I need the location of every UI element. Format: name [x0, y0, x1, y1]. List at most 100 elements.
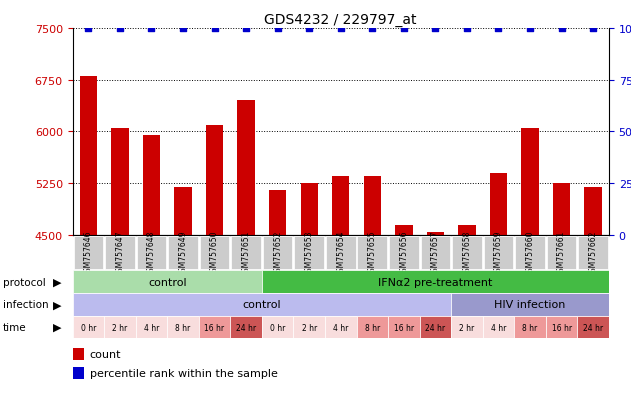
Text: 24 hr: 24 hr [583, 323, 603, 332]
FancyBboxPatch shape [452, 237, 481, 269]
Bar [363, 177, 381, 235]
Text: control: control [148, 277, 187, 287]
Text: GSM757656: GSM757656 [399, 230, 408, 276]
Bar [420, 316, 451, 339]
Bar [483, 316, 514, 339]
Text: 0 hr: 0 hr [81, 323, 96, 332]
Bar [262, 316, 293, 339]
FancyBboxPatch shape [515, 237, 545, 269]
Text: GSM757653: GSM757653 [305, 230, 314, 276]
Text: HIV infection: HIV infection [494, 299, 566, 310]
Bar [80, 77, 97, 235]
FancyBboxPatch shape [326, 237, 355, 269]
Point [430, 26, 440, 32]
FancyBboxPatch shape [389, 237, 418, 269]
Bar [395, 225, 413, 235]
Point [273, 26, 283, 32]
Bar [458, 225, 476, 235]
Point [557, 26, 567, 32]
Text: GSM757658: GSM757658 [463, 230, 471, 276]
FancyBboxPatch shape [357, 237, 387, 269]
Bar [325, 316, 357, 339]
Text: 4 hr: 4 hr [144, 323, 159, 332]
FancyBboxPatch shape [420, 237, 450, 269]
Text: 4 hr: 4 hr [491, 323, 506, 332]
Bar [111, 129, 129, 235]
Text: 24 hr: 24 hr [236, 323, 256, 332]
Bar [577, 316, 609, 339]
Text: ▶: ▶ [52, 299, 61, 310]
Point [493, 26, 504, 32]
Point [399, 26, 409, 32]
Bar [73, 368, 85, 379]
Point [304, 26, 314, 32]
Text: ▶: ▶ [52, 322, 61, 332]
Text: percentile rank within the sample: percentile rank within the sample [90, 368, 278, 378]
FancyBboxPatch shape [578, 237, 608, 269]
Text: GSM757659: GSM757659 [494, 230, 503, 276]
Text: GSM757647: GSM757647 [115, 230, 124, 276]
FancyBboxPatch shape [168, 237, 198, 269]
Bar [357, 316, 388, 339]
Bar [521, 129, 539, 235]
Point [146, 26, 156, 32]
Text: 16 hr: 16 hr [394, 323, 414, 332]
Point [83, 26, 93, 32]
Text: control: control [242, 299, 281, 310]
Text: GSM757657: GSM757657 [431, 230, 440, 276]
FancyBboxPatch shape [73, 237, 103, 269]
Bar [206, 125, 223, 235]
Bar [73, 349, 85, 360]
Point [367, 26, 377, 32]
FancyBboxPatch shape [483, 237, 513, 269]
Bar [332, 177, 350, 235]
Bar [584, 187, 602, 235]
Bar [269, 191, 286, 235]
Bar [174, 187, 192, 235]
Bar [388, 316, 420, 339]
Point [525, 26, 535, 32]
Text: time: time [3, 322, 27, 332]
Bar [451, 316, 483, 339]
Bar [143, 135, 160, 235]
Text: 2 hr: 2 hr [459, 323, 475, 332]
Bar [73, 316, 104, 339]
Bar [237, 101, 255, 235]
Bar [73, 271, 262, 293]
Point [462, 26, 472, 32]
Bar [300, 184, 318, 235]
Text: ▶: ▶ [52, 277, 61, 287]
FancyBboxPatch shape [136, 237, 166, 269]
FancyBboxPatch shape [199, 237, 229, 269]
Text: GSM757650: GSM757650 [210, 230, 219, 276]
Bar [514, 316, 546, 339]
Bar [262, 271, 609, 293]
Text: 24 hr: 24 hr [425, 323, 445, 332]
FancyBboxPatch shape [231, 237, 261, 269]
FancyBboxPatch shape [546, 237, 576, 269]
Text: GSM757661: GSM757661 [557, 230, 566, 276]
Point [178, 26, 188, 32]
Text: GSM757655: GSM757655 [368, 230, 377, 276]
Text: GSM757651: GSM757651 [242, 230, 251, 276]
Text: IFNα2 pre-treatment: IFNα2 pre-treatment [378, 277, 493, 287]
Bar [136, 316, 167, 339]
Text: 4 hr: 4 hr [333, 323, 348, 332]
Point [209, 26, 220, 32]
Text: 16 hr: 16 hr [551, 323, 572, 332]
Point [588, 26, 598, 32]
Text: 0 hr: 0 hr [270, 323, 285, 332]
Point [336, 26, 346, 32]
Text: GSM757646: GSM757646 [84, 230, 93, 276]
Title: GDS4232 / 229797_at: GDS4232 / 229797_at [264, 12, 417, 26]
Text: 8 hr: 8 hr [522, 323, 538, 332]
Bar [553, 184, 570, 235]
Text: 8 hr: 8 hr [365, 323, 380, 332]
Text: GSM757652: GSM757652 [273, 230, 282, 276]
Text: GSM757660: GSM757660 [526, 230, 534, 276]
Text: 16 hr: 16 hr [204, 323, 225, 332]
Text: GSM757649: GSM757649 [179, 230, 187, 276]
Bar [230, 316, 262, 339]
Bar [451, 293, 609, 316]
Text: 2 hr: 2 hr [302, 323, 317, 332]
